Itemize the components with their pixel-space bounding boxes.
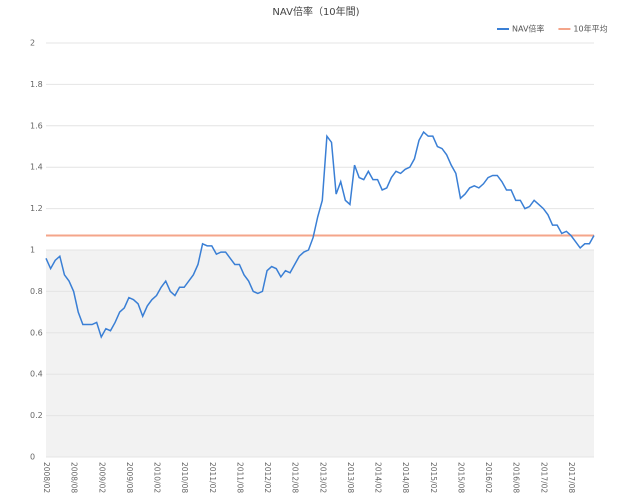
y-tick-label: 1.4 <box>30 163 43 172</box>
y-tick-label: 0.2 <box>30 411 43 420</box>
x-tick-label: 2016/02 <box>484 462 493 493</box>
x-tick-label: 2013/02 <box>318 462 327 493</box>
x-tick-label: 2011/02 <box>208 462 217 493</box>
y-tick-label: 0.8 <box>30 287 43 296</box>
x-tick-label: 2016/08 <box>512 462 521 493</box>
y-tick-label: 1.6 <box>30 121 43 130</box>
x-tick-label: 2013/08 <box>346 462 355 493</box>
series-line <box>45 130 595 339</box>
x-tick-label: 2008/08 <box>70 462 79 493</box>
x-tick-label: 2012/08 <box>291 462 300 493</box>
legend-label: NAV倍率 <box>512 24 544 34</box>
x-tick-label: 2012/02 <box>263 462 272 493</box>
chart-title: NAV倍率（10年間) <box>272 5 359 18</box>
y-tick-label: 1 <box>30 246 35 255</box>
x-tick-label: 2015/02 <box>429 462 438 493</box>
x-tick-label: 2010/02 <box>153 462 162 493</box>
y-tick-label: 0.6 <box>30 328 43 337</box>
x-tick-label: 2014/08 <box>401 462 410 493</box>
x-tick-label: 2010/08 <box>180 462 189 493</box>
x-tick-label: 2017/02 <box>539 462 548 493</box>
y-tick-label: 0 <box>30 453 35 462</box>
x-tick-label: 2009/02 <box>97 462 106 493</box>
x-tick-label: 2014/02 <box>374 462 383 493</box>
y-tick-label: 0.4 <box>30 370 43 379</box>
y-tick-label: 1.8 <box>30 80 43 89</box>
x-tick-label: 2017/08 <box>567 462 576 493</box>
shaded-band <box>46 250 594 457</box>
x-tick-label: 2011/08 <box>235 462 244 493</box>
x-tick-label: 2015/08 <box>456 462 465 493</box>
y-tick-label: 1.2 <box>30 204 43 213</box>
y-tick-label: 2 <box>30 39 35 48</box>
legend-label: 10年平均 <box>573 24 607 34</box>
x-tick-label: 2009/08 <box>125 462 134 493</box>
x-tick-label: 2008/02 <box>42 462 51 493</box>
